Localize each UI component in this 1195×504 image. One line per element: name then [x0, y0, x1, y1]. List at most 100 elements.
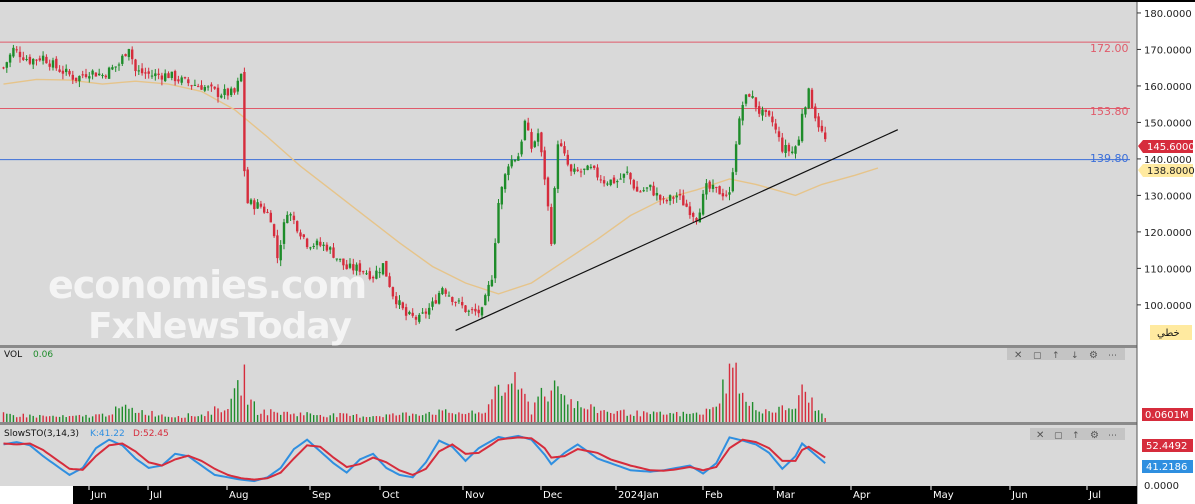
arrow-up-icon[interactable]: ↑ — [1052, 351, 1060, 361]
x-tick-label: Sep — [312, 490, 331, 501]
volume-bar — [72, 415, 74, 422]
candle — [428, 303, 431, 320]
menu-icon[interactable]: ⋯ — [1108, 351, 1117, 361]
x-tick-label: Oct — [382, 490, 399, 501]
candle — [606, 181, 609, 187]
volume-bar — [395, 415, 397, 422]
volume-bar — [646, 412, 648, 422]
top-border — [0, 0, 1195, 2]
trendline-group[interactable] — [455, 129, 899, 331]
candle-body — [678, 193, 682, 196]
volume-bar — [643, 411, 645, 422]
candle-body — [602, 180, 606, 184]
candle — [748, 93, 751, 98]
candle-body — [751, 96, 754, 98]
trendline[interactable] — [455, 129, 899, 331]
volume-bar — [253, 401, 255, 422]
arrow-down-icon[interactable]: ↓ — [1071, 351, 1079, 361]
candle-body — [111, 67, 114, 70]
volume-bar — [527, 401, 529, 422]
candle-body — [299, 232, 302, 237]
window-icon[interactable]: ▢ — [1054, 431, 1063, 441]
candle — [616, 179, 619, 188]
arrow-up-icon[interactable]: ↑ — [1072, 431, 1080, 441]
stochastic-pane[interactable] — [0, 425, 1137, 486]
candle — [319, 237, 322, 248]
candle-body — [494, 243, 497, 279]
volume-bar — [501, 395, 503, 422]
candle — [98, 68, 101, 76]
candle — [553, 186, 556, 245]
volume-bar — [448, 412, 450, 422]
candle — [127, 48, 131, 61]
candle — [441, 286, 444, 296]
candle — [206, 85, 210, 91]
candle — [8, 52, 12, 68]
volume-bar — [398, 414, 401, 422]
volume-bar — [775, 412, 777, 422]
settings-icon[interactable]: ⚙ — [1089, 350, 1098, 361]
pane-separator-1[interactable] — [0, 345, 1137, 348]
window-icon[interactable]: ▢ — [1033, 351, 1042, 361]
volume-bar — [771, 412, 774, 422]
volume-bar — [22, 413, 24, 422]
candle — [678, 189, 682, 200]
candle — [144, 67, 147, 79]
candle-body — [593, 165, 596, 168]
candle-body — [335, 258, 338, 260]
candle — [193, 79, 197, 86]
candle-body — [645, 187, 649, 189]
volume-bar — [619, 410, 622, 422]
settings-icon[interactable]: ⚙ — [1090, 430, 1099, 441]
candles[interactable] — [2, 44, 827, 326]
y-ticks: 180.0000 170.0000 160.0000 150.0000 140.0000… — [1137, 9, 1192, 492]
candle — [655, 187, 659, 201]
candle — [692, 211, 695, 223]
candle — [599, 174, 602, 184]
close-icon[interactable]: ✕ — [1014, 350, 1022, 361]
symbol-badge[interactable]: خطي — [1150, 325, 1192, 340]
candle-body — [395, 296, 398, 305]
candle-body — [61, 70, 65, 74]
candle — [404, 303, 408, 321]
x-tick-label: Jul — [149, 490, 162, 501]
candle-body — [385, 260, 388, 277]
candle-body — [104, 75, 107, 78]
candle-body — [787, 144, 791, 152]
volume-bar — [365, 417, 368, 422]
candle-body — [513, 159, 517, 162]
pane-separator-2[interactable] — [0, 422, 1137, 425]
price-pane[interactable] — [0, 2, 1137, 345]
candle-body — [200, 85, 203, 90]
volume-bar — [124, 404, 127, 422]
candle — [480, 306, 484, 320]
candle — [596, 164, 599, 181]
candle-body — [259, 203, 263, 207]
candle-body — [767, 110, 771, 116]
volume-bar — [577, 401, 579, 422]
candle — [124, 53, 127, 57]
x-tick-label: Apr — [853, 490, 871, 501]
candle-body — [576, 169, 579, 172]
candle — [622, 173, 626, 183]
volume-bar — [725, 393, 727, 422]
price-axis — [1137, 2, 1195, 504]
level-label-153: 153.80 — [1090, 105, 1129, 118]
candle-body — [642, 190, 645, 192]
candle-body — [457, 300, 461, 302]
close-icon[interactable]: ✕ — [1036, 430, 1044, 441]
candle-body — [296, 221, 299, 232]
volume-bar — [702, 414, 704, 422]
volume-bar — [382, 417, 384, 422]
volume-bar — [550, 390, 552, 422]
candle-body — [236, 80, 239, 92]
candle — [28, 54, 32, 66]
menu-icon[interactable]: ⋯ — [1108, 431, 1117, 441]
candle-body — [414, 316, 418, 320]
candle — [329, 246, 332, 254]
volume-bar — [514, 372, 516, 422]
candle-body — [428, 307, 431, 315]
candle-body — [421, 312, 424, 314]
